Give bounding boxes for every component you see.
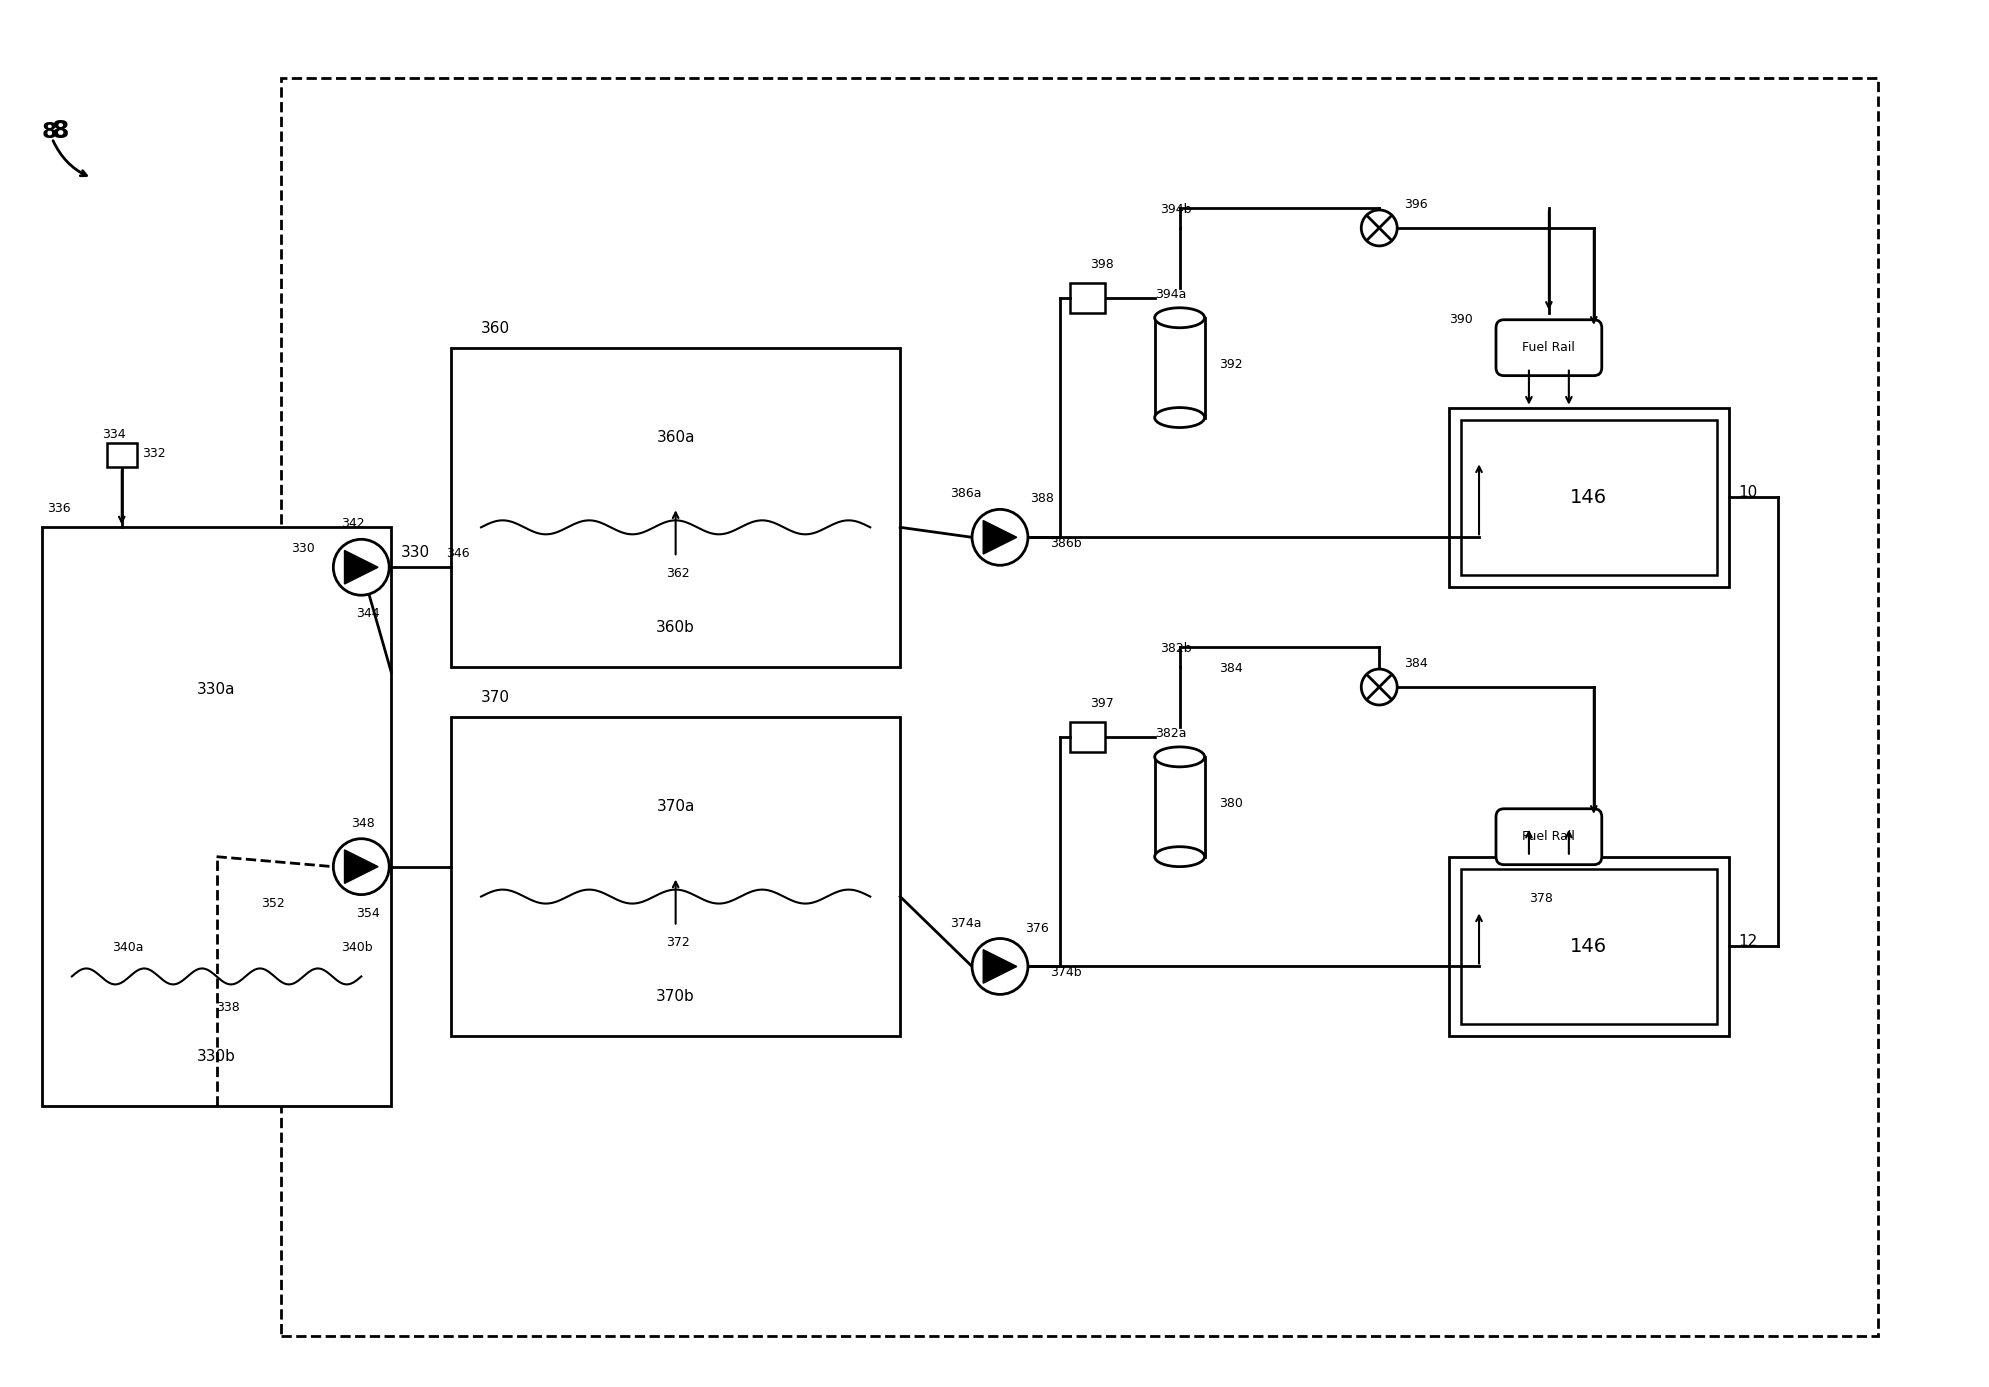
Circle shape: [973, 939, 1028, 994]
Bar: [1156, 757, 1205, 857]
Text: 348: 348: [352, 817, 376, 829]
Bar: [1450, 857, 1728, 1036]
Text: 330a: 330a: [197, 682, 237, 696]
Text: 336: 336: [48, 502, 70, 516]
Text: 392: 392: [1219, 358, 1243, 370]
Text: 398: 398: [1090, 258, 1114, 270]
Text: 376: 376: [1024, 921, 1048, 935]
Ellipse shape: [1156, 408, 1205, 427]
Ellipse shape: [1156, 308, 1205, 327]
Text: 382b: 382b: [1160, 642, 1191, 655]
Text: 346: 346: [446, 548, 469, 560]
Circle shape: [334, 540, 390, 595]
Text: 332: 332: [141, 448, 165, 460]
Text: 362: 362: [666, 567, 690, 580]
Text: 374a: 374a: [951, 917, 983, 929]
FancyBboxPatch shape: [1496, 320, 1601, 376]
Bar: [452, 717, 901, 1036]
Text: Fuel Rail: Fuel Rail: [1522, 831, 1575, 843]
Text: 370b: 370b: [656, 989, 694, 1004]
Text: 330b: 330b: [197, 1049, 237, 1064]
Bar: [107, 442, 137, 467]
Text: 146: 146: [1569, 938, 1607, 956]
Circle shape: [1360, 209, 1396, 245]
Bar: [1070, 283, 1104, 312]
Text: 382a: 382a: [1156, 727, 1185, 739]
Text: 360b: 360b: [656, 620, 694, 635]
Circle shape: [973, 509, 1028, 566]
Bar: [1156, 318, 1205, 417]
Text: 344: 344: [356, 608, 380, 620]
Bar: [1070, 723, 1104, 752]
Text: 360a: 360a: [656, 430, 694, 445]
Text: 396: 396: [1404, 198, 1428, 211]
Circle shape: [1360, 669, 1396, 705]
Bar: [1450, 408, 1728, 587]
Text: 394b: 394b: [1160, 203, 1191, 216]
Text: 338: 338: [217, 1001, 241, 1014]
Text: 340b: 340b: [342, 942, 372, 954]
Text: 8: 8: [42, 122, 58, 141]
Text: 354: 354: [356, 907, 380, 920]
Text: 386a: 386a: [951, 487, 983, 501]
Bar: [1462, 868, 1717, 1025]
Text: 386b: 386b: [1050, 537, 1082, 551]
Bar: [42, 527, 392, 1107]
Ellipse shape: [1156, 846, 1205, 867]
Polygon shape: [983, 950, 1016, 983]
Polygon shape: [344, 551, 378, 584]
Polygon shape: [344, 850, 378, 884]
Bar: [452, 348, 901, 667]
Text: 8: 8: [52, 119, 70, 143]
Text: 378: 378: [1530, 892, 1553, 904]
Text: 12: 12: [1738, 935, 1758, 950]
Text: 370a: 370a: [656, 799, 694, 814]
Text: 334: 334: [101, 427, 125, 441]
Text: 352: 352: [261, 896, 284, 910]
Text: Fuel Rail: Fuel Rail: [1522, 341, 1575, 354]
Text: 372: 372: [666, 936, 690, 950]
FancyBboxPatch shape: [1496, 809, 1601, 864]
Text: 384: 384: [1404, 657, 1428, 670]
Text: 10: 10: [1738, 485, 1758, 501]
Bar: [1462, 419, 1717, 576]
Text: 342: 342: [342, 517, 364, 530]
Text: 360: 360: [481, 320, 509, 336]
Text: 330: 330: [292, 542, 314, 555]
Text: 394a: 394a: [1156, 287, 1185, 301]
Text: 390: 390: [1450, 312, 1472, 326]
Ellipse shape: [1156, 746, 1205, 767]
Text: 330: 330: [402, 545, 430, 560]
Text: 388: 388: [1030, 492, 1054, 505]
Text: 146: 146: [1569, 488, 1607, 506]
Text: 370: 370: [481, 689, 509, 705]
Polygon shape: [983, 520, 1016, 553]
Text: 397: 397: [1090, 698, 1114, 710]
Text: 340a: 340a: [111, 942, 143, 954]
Text: 374b: 374b: [1050, 967, 1082, 979]
Bar: [280, 78, 1878, 1336]
Text: 380: 380: [1219, 796, 1243, 810]
Text: 384: 384: [1219, 662, 1243, 675]
Circle shape: [334, 839, 390, 895]
